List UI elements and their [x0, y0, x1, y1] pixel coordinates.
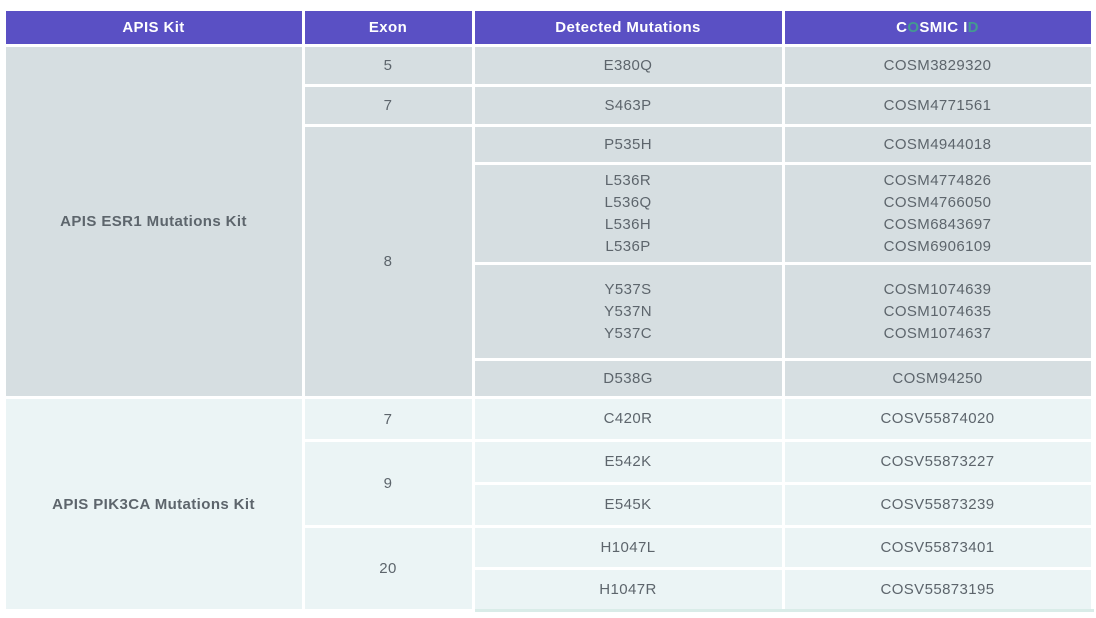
mutation-cell: E545K [471, 482, 785, 528]
kit-name-cell-pik3ca: APIS PIK3CA Mutations Kit [2, 396, 305, 612]
table-row: E545K COSV55873239 [4, 482, 1094, 528]
exon-cell-spanning: 20 [301, 525, 475, 612]
mutation-cell: H1047R [471, 567, 785, 612]
cosmic-id-cell: COSM94250 [781, 358, 1094, 399]
mutation-cell: H1047L [471, 525, 785, 570]
header-cell-apis-kit: APIS Kit [2, 8, 305, 47]
table-row: L536R L536Q L536H L536P COSM4774826 COSM… [4, 162, 1094, 265]
table-row: Y537S Y537N Y537C COSM1074639 COSM107463… [4, 262, 1094, 361]
exon-cell-spanning: 9 [301, 439, 475, 528]
cosmic-id-cell: COSV55873227 [781, 439, 1094, 485]
table-row: APIS ESR1 Mutations Kit 5 E380Q COSM3829… [2, 44, 1094, 399]
cosmic-id-cell: COSV55873195 [781, 567, 1094, 612]
cosmic-id-cell: COSV55873239 [781, 482, 1094, 528]
table-row: 20 H1047L COSV55873401 [4, 525, 1094, 612]
cosmic-id-segment: C [896, 19, 908, 36]
cosmic-id-segment: SMIC I [919, 19, 968, 36]
mutations-table: APIS Kit Exon Detected Mutations COSMIC … [2, 8, 1094, 612]
exon-cell: 5 [301, 44, 475, 87]
cosmic-id-segment-teal-d: D [967, 19, 979, 36]
cosmic-id-cell: COSV55873401 [781, 525, 1094, 570]
mutation-cell: C420R [471, 396, 785, 442]
header-row: APIS Kit Exon Detected Mutations COSMIC … [2, 8, 1094, 47]
cosmic-id-cell: COSM4771561 [781, 84, 1094, 127]
cosmic-id-cell: COSM3829320 [781, 44, 1094, 87]
exon-cell: 7 [301, 396, 475, 442]
table-row: D538G COSM94250 [4, 358, 1094, 399]
mutation-cell: P535H [471, 124, 785, 165]
cosmic-id-cell: COSM4774826 COSM4766050 COSM6843697 COSM… [781, 162, 1094, 265]
header-cell-exon: Exon [301, 8, 475, 47]
mutation-cell: Y537S Y537N Y537C [471, 262, 785, 361]
header-cell-detected-mutations: Detected Mutations [471, 8, 785, 47]
header-cell-cosmic-id: COSMIC ID [781, 8, 1094, 47]
mutation-cell: D538G [471, 358, 785, 399]
mutation-cell: L536R L536Q L536H L536P [471, 162, 785, 265]
exon-cell-spanning: 8 [301, 124, 475, 399]
table-row: APIS PIK3CA Mutations Kit 7 C420R COSV55… [2, 396, 1094, 612]
esr1-kit-section: APIS ESR1 Mutations Kit 5 E380Q COSM3829… [2, 44, 1094, 399]
table-row: 8 P535H COSM4944018 [4, 124, 1094, 399]
cosmic-id-cell: COSM4944018 [781, 124, 1094, 165]
exon-cell: 7 [301, 84, 475, 127]
mutation-cell: E542K [471, 439, 785, 485]
kit-name-cell-esr1: APIS ESR1 Mutations Kit [2, 44, 305, 399]
table-row: 7 S463P COSM4771561 [4, 84, 1094, 127]
pik3ca-kit-section: APIS PIK3CA Mutations Kit 7 C420R COSV55… [2, 396, 1094, 612]
table-row: H1047R COSV55873195 [4, 567, 1094, 612]
cosmic-id-cell: COSV55874020 [781, 396, 1094, 442]
table-row: 9 E542K COSV55873227 [4, 439, 1094, 528]
mutation-cell: S463P [471, 84, 785, 127]
cosmic-id-cell: COSM1074639 COSM1074635 COSM1074637 [781, 262, 1094, 361]
cosmic-id-segment-teal-o: O [907, 19, 920, 36]
mutation-cell: E380Q [471, 44, 785, 87]
